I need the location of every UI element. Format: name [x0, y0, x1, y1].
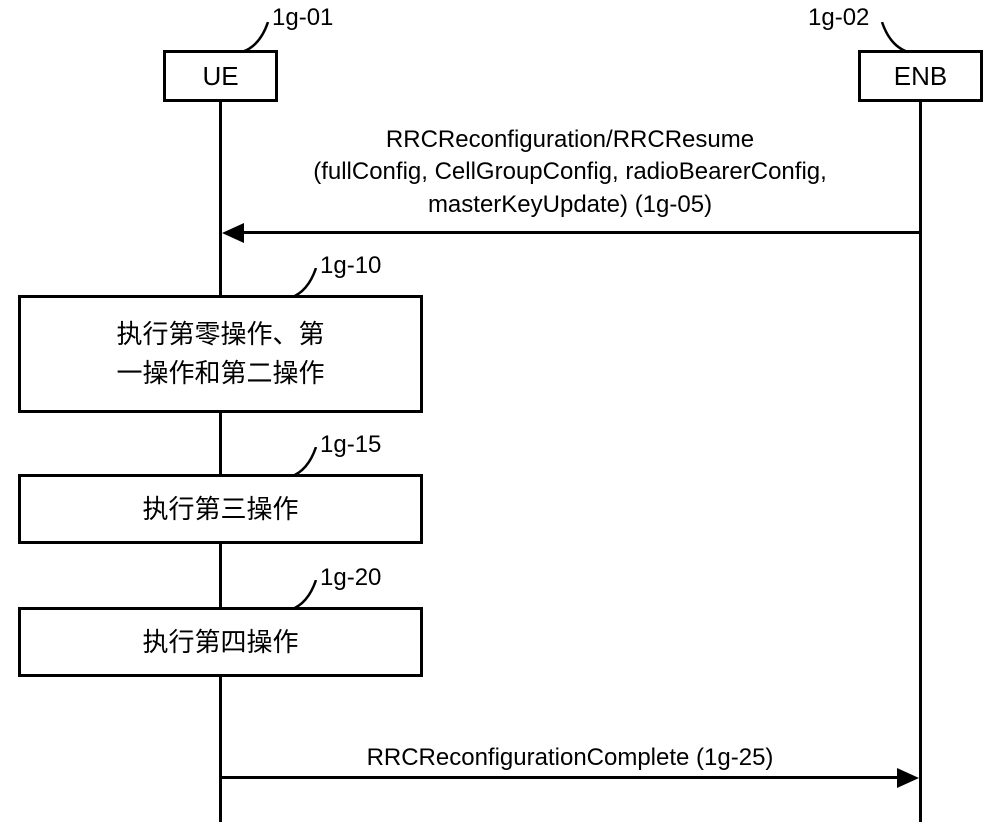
actor-enb-ref-connector — [872, 22, 922, 56]
msg-rrc-complete-arrowhead — [897, 768, 919, 788]
step1-ref: 1g-10 — [320, 252, 381, 280]
step3-ref: 1g-20 — [320, 564, 381, 592]
step2-text: 执行第三操作 — [142, 490, 298, 529]
msg-rrc-complete-line1: RRCReconfigurationComplete (1g-25) — [367, 744, 774, 771]
msg-rrc-reconfig: RRCReconfiguration/RRCResume (fullConfig… — [250, 124, 890, 221]
msg-rrc-reconfig-line3: masterKeyUpdate) (1g-05) — [428, 191, 712, 218]
msg-rrc-reconfig-arrow — [240, 231, 920, 234]
actor-enb-ref: 1g-02 — [808, 4, 869, 32]
msg-rrc-reconfig-arrowhead — [222, 223, 244, 243]
actor-ue-ref: 1g-01 — [272, 4, 333, 32]
sequence-diagram: UE 1g-01 ENB 1g-02 RRCReconfiguration/RR… — [0, 0, 1000, 835]
step1-box: 执行第零操作、第 一操作和第二操作 — [18, 295, 423, 413]
msg-rrc-reconfig-line2: (fullConfig, CellGroupConfig, radioBeare… — [313, 158, 827, 185]
step2-box: 执行第三操作 — [18, 474, 423, 544]
actor-ue-label: UE — [202, 61, 238, 92]
step2-ref: 1g-15 — [320, 431, 381, 459]
enb-lifeline — [919, 100, 922, 822]
msg-rrc-reconfig-line1: RRCReconfiguration/RRCResume — [386, 126, 754, 153]
msg-rrc-complete: RRCReconfigurationComplete (1g-25) — [250, 742, 890, 774]
actor-ue: UE — [163, 50, 278, 102]
step1-text: 执行第零操作、第 一操作和第二操作 — [116, 315, 324, 393]
msg-rrc-complete-arrow — [221, 776, 901, 779]
actor-enb: ENB — [858, 50, 983, 102]
ue-lifeline — [219, 100, 222, 822]
step3-box: 执行第四操作 — [18, 607, 423, 677]
actor-enb-label: ENB — [894, 61, 947, 92]
step3-text: 执行第四操作 — [142, 623, 298, 662]
